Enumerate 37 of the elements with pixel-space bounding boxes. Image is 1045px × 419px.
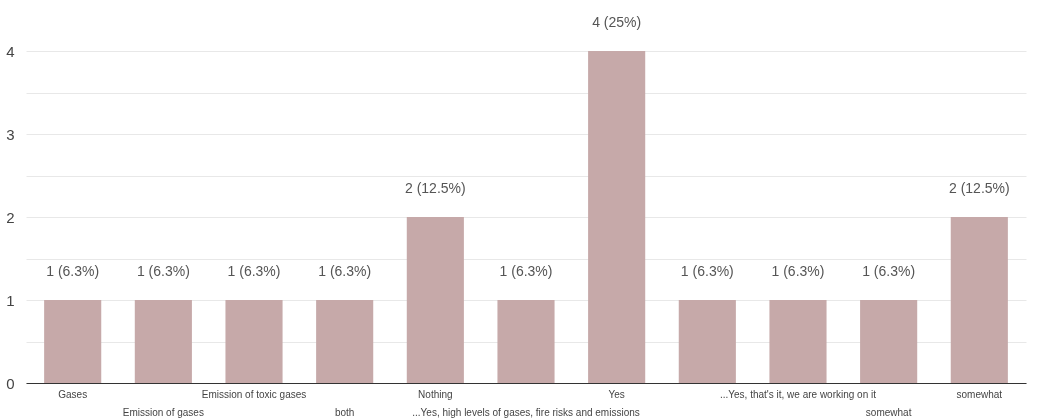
bar xyxy=(769,300,827,383)
data-label: 1 (6.3%) xyxy=(862,263,916,279)
bar xyxy=(678,300,736,383)
bar xyxy=(497,300,555,383)
x-tick-label: Emission of gases xyxy=(122,406,204,418)
data-label: 2 (12.5%) xyxy=(948,180,1010,196)
bar xyxy=(588,51,646,383)
data-label: 1 (6.3%) xyxy=(680,263,734,279)
data-label: 1 (6.3%) xyxy=(499,263,553,279)
x-tick-label: Yes xyxy=(608,388,625,400)
data-label: 1 (6.3%) xyxy=(771,263,825,279)
data-label: 1 (6.3%) xyxy=(46,263,100,279)
y-tick-label: 0 xyxy=(6,374,15,392)
x-tick-label: ...Yes, that's it, we are working on it xyxy=(719,388,877,400)
x-tick-label: Gases xyxy=(58,388,88,400)
bar xyxy=(860,300,918,383)
x-tick-label: somewhat xyxy=(865,406,912,418)
bar xyxy=(406,217,464,383)
x-tick-label: ...Yes, high levels of gases, fire risks and emissions xyxy=(412,406,640,418)
bar xyxy=(316,300,374,383)
data-label: 1 (6.3%) xyxy=(136,263,190,279)
bar xyxy=(225,300,283,383)
y-tick-label: 1 xyxy=(6,291,15,309)
y-tick-label: 4 xyxy=(6,42,15,60)
data-label: 1 (6.3%) xyxy=(318,263,372,279)
x-tick-label: Emission of toxic gases xyxy=(201,388,307,400)
bar xyxy=(950,217,1008,383)
bar xyxy=(44,300,102,383)
y-tick-label: 3 xyxy=(6,125,15,143)
data-label: 2 (12.5%) xyxy=(404,180,466,196)
x-tick-label: somewhat xyxy=(956,388,1003,400)
x-tick-label: Nothing xyxy=(418,388,453,400)
y-tick-label: 2 xyxy=(6,208,15,226)
data-label: 4 (25%) xyxy=(592,14,642,30)
bar xyxy=(134,300,192,383)
data-label: 1 (6.3%) xyxy=(227,263,281,279)
x-tick-label: both xyxy=(334,406,355,418)
